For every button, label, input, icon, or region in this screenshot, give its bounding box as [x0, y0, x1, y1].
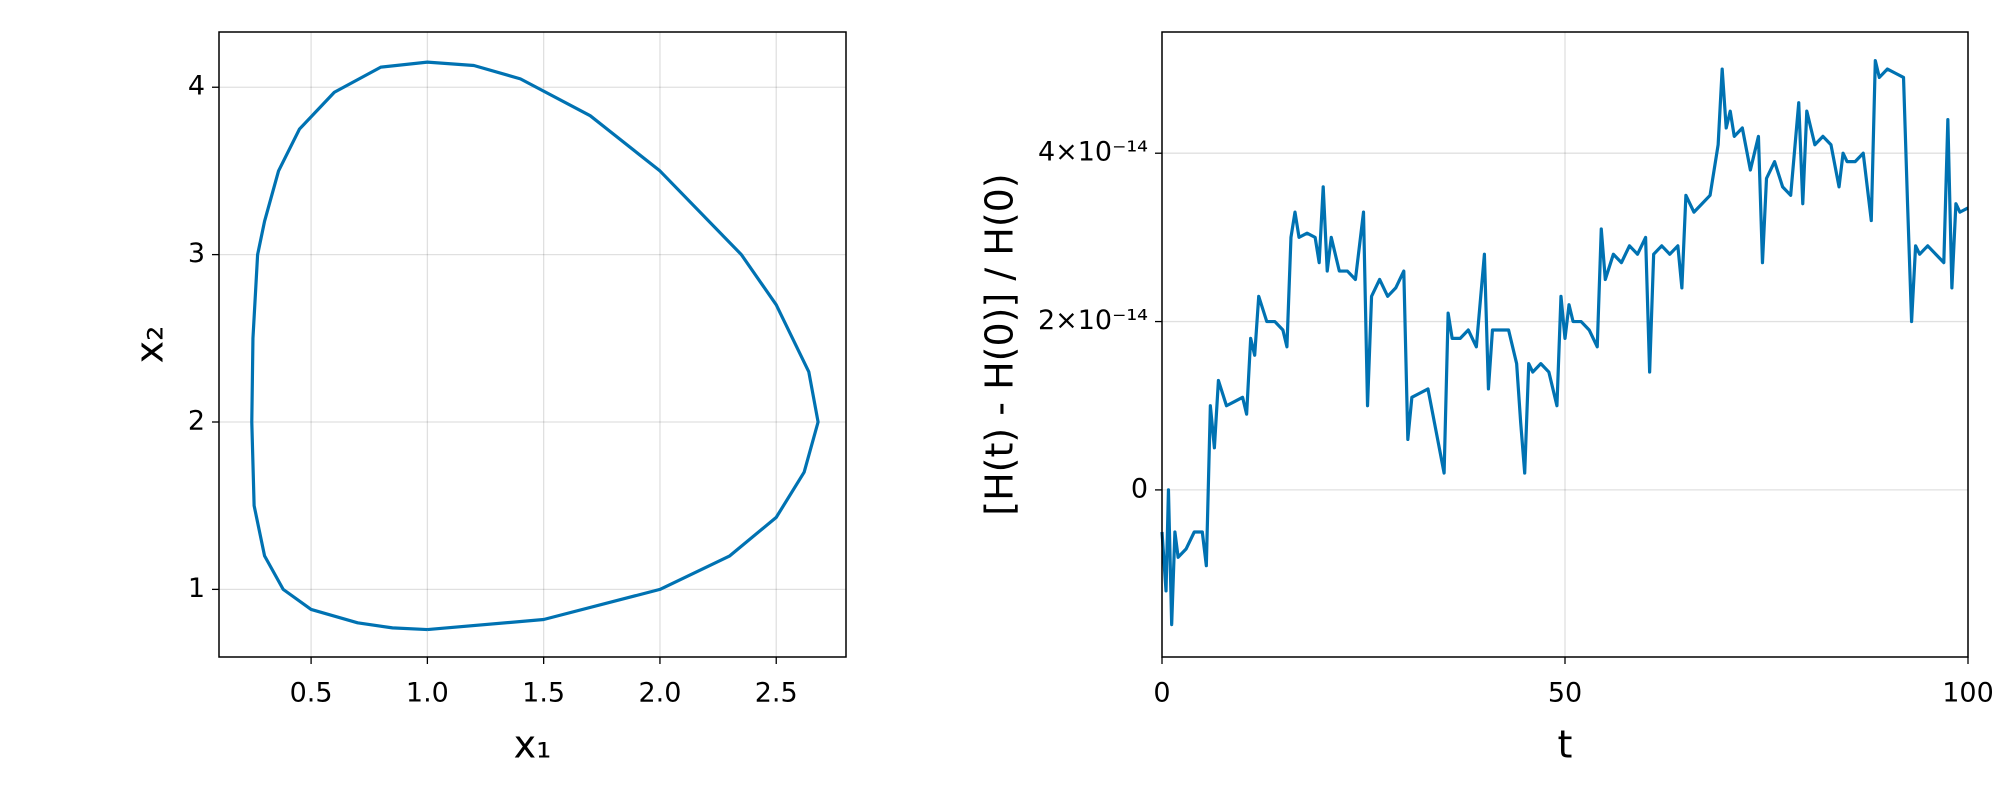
x-tick-label: 50: [1548, 678, 1582, 709]
y-tick-label: 2×10⁻¹⁴: [1038, 305, 1148, 336]
x-axis-label: x₁: [514, 723, 552, 767]
x-tick-label: 2.0: [638, 678, 681, 709]
x-tick-label: 1.0: [406, 678, 449, 709]
plot-frame: [1161, 31, 1969, 658]
x-tick-label: 100: [1942, 678, 1994, 709]
data-line: [1160, 59, 1969, 627]
y-tick-label: 0: [1131, 473, 1148, 504]
plot-frame: [218, 31, 847, 658]
y-tick-label: 3: [188, 238, 205, 269]
y-axis-label: [H(t) - H(0)] / H(0): [978, 173, 1022, 515]
x-tick-label: 2.5: [755, 678, 798, 709]
x-tick-label: 0.5: [290, 678, 333, 709]
y-axis-label: x₂: [128, 326, 172, 364]
y-tick-label: 4×10⁻¹⁴: [1038, 137, 1148, 168]
x-tick-label: 1.5: [522, 678, 565, 709]
data-line: [250, 60, 820, 632]
y-tick-label: 1: [188, 573, 205, 604]
y-tick-label: 2: [188, 405, 205, 436]
x-axis-label: t: [1558, 723, 1573, 767]
x-tick-label: 0: [1153, 678, 1170, 709]
y-tick-label: 4: [188, 71, 205, 102]
